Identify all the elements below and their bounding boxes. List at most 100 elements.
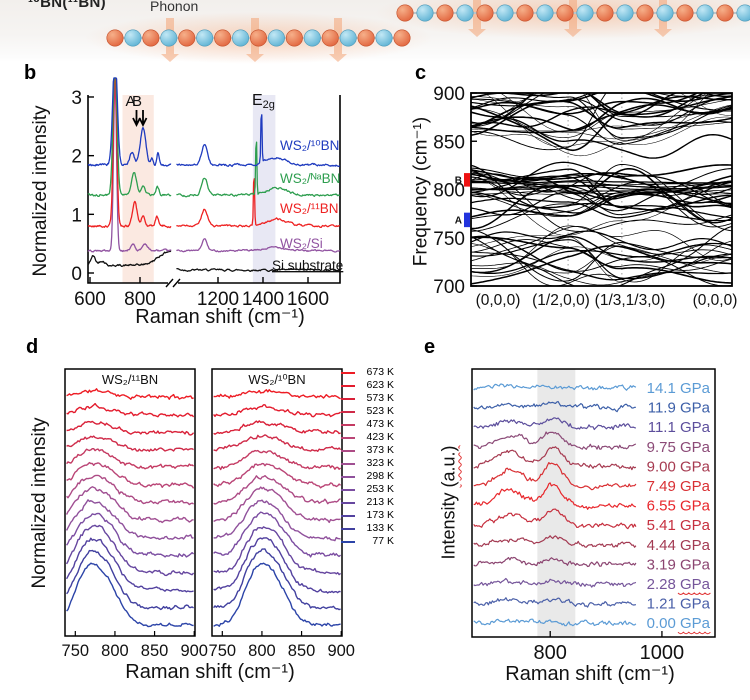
kpath-label: (1/3,1/3,0) (595, 292, 666, 309)
phonon-band (471, 230, 732, 251)
tick-label: 750 (433, 229, 465, 250)
phonon-band (471, 235, 732, 286)
shaded-band (537, 369, 576, 637)
phonon-label: Phonon (150, 0, 199, 14)
phonon-band (471, 93, 732, 125)
shaded-band (252, 95, 276, 283)
legend-row: 473 K (341, 418, 394, 431)
orange-atom (676, 4, 694, 22)
legend-temperature-label: 423 K (366, 431, 394, 443)
blue-atom (416, 4, 434, 22)
blue-atom (196, 29, 214, 47)
orange-atom (516, 4, 534, 22)
legend-temperature-label: 623 K (366, 379, 394, 391)
kpath-label: (1/2,0,0) (532, 292, 590, 309)
panel-b-xlabel: Raman shift (cm⁻¹) (135, 306, 305, 328)
blue-atom (656, 4, 674, 22)
kpath-label: (0,0,0) (693, 292, 738, 309)
orange-atom (636, 4, 654, 22)
legend-line-swatch (341, 371, 355, 374)
temperature-legend: 673 K 623 K 573 K 523 K 473 K 423 K 373 K 323 K… (341, 366, 394, 548)
temperature-curve-573 K (66, 420, 194, 436)
legend-line-swatch (341, 501, 355, 504)
orange-atom (436, 4, 454, 22)
pressure-label: 9.00 GPa (647, 458, 711, 475)
blue-atom (696, 4, 714, 22)
phonon-band (471, 93, 732, 139)
axis-frame (211, 368, 343, 637)
pressure-curve-7.49 (473, 461, 637, 491)
blue-atom (496, 4, 514, 22)
legend-line-swatch (341, 475, 355, 478)
tick-label: 700 (433, 277, 465, 298)
phonon-band (471, 181, 732, 219)
phonon-band (471, 181, 732, 190)
phonon-band (471, 164, 732, 181)
phonon-band (471, 245, 732, 285)
marker-label: A (455, 215, 462, 226)
legend-row: 253 K (341, 483, 394, 496)
phonon-band (499, 93, 732, 140)
legend-line-swatch (341, 384, 355, 387)
phonon-band (471, 96, 732, 130)
spellcheck-wavy-underline (677, 592, 711, 595)
tick-label: 800 (433, 181, 465, 202)
pressure-label: 1.21 GPa (647, 596, 711, 613)
orange-atom (716, 4, 734, 22)
peak-b-label: B (132, 93, 142, 110)
legend-row: 523 K (341, 405, 394, 418)
temperature-curve-673 K (66, 388, 194, 400)
temperature-curve-323 K (213, 486, 341, 524)
phonon-band (471, 164, 732, 224)
pressure-curve-0.00 (473, 618, 637, 627)
phonon-band (471, 93, 732, 129)
spectrum-WS₂/¹¹BN (176, 178, 341, 229)
phonon-band (471, 185, 732, 191)
pressure-label: 11.9 GPa (648, 400, 711, 417)
spectrum-WS₂/Si (87, 79, 172, 253)
tick-label: 850 (141, 642, 169, 660)
curve-label: Si substrate (272, 258, 343, 273)
panel-b-plot: 0 1 2 3 600 800 1200 1400 1600 AB E2g WS₂/¹⁰BN WS₂/ᴺ… (71, 77, 343, 310)
pressure-curve-6.55 (473, 482, 637, 510)
spectra-group (66, 388, 194, 628)
peak-a-label: A (125, 93, 135, 110)
phonon-band (471, 229, 732, 282)
legend-row: 173 K (341, 509, 394, 522)
blue-atom (576, 4, 594, 22)
tick-label: 1 (71, 205, 82, 226)
kpath-label: (0,0,0) (476, 292, 521, 309)
temperature-curve-423 K (213, 462, 341, 489)
tick-label: 850 (433, 132, 465, 153)
axis-break-mark (165, 278, 174, 288)
orange-atom (106, 29, 124, 47)
phonon-band (471, 104, 732, 152)
pressure-label: 11.1 GPa (648, 419, 711, 436)
temperature-curve-373 K (213, 474, 341, 505)
pressure-label: 3.19 GPa (647, 556, 711, 573)
pressure-curve-4.44 (473, 535, 637, 548)
marker-bar (464, 212, 470, 228)
marker-label: B (455, 175, 462, 186)
legend-temperature-label: 523 K (366, 405, 394, 417)
subpanel-title: WS₂/¹¹BN (102, 372, 158, 387)
pressure-curve-9.75 (473, 431, 637, 450)
orange-atom (321, 29, 339, 47)
pressure-curve-14.1 (473, 383, 637, 391)
temperature-curve-253 K (66, 512, 194, 558)
blue-atom (232, 29, 250, 47)
spectrum-WS₂/¹⁰BN (87, 77, 172, 167)
temperature-curve-213 K (213, 526, 341, 576)
tick-label: 750 (62, 642, 90, 660)
curve-label: WS₂/¹⁰BN (280, 138, 339, 153)
legend-row: 373 K (341, 444, 394, 457)
panel-e-xlabel: Raman shift (cm⁻¹) (505, 663, 675, 685)
blue-atom (616, 4, 634, 22)
phonon-band (471, 235, 732, 282)
legend-temperature-label: 253 K (366, 483, 394, 495)
blue-atom (375, 29, 393, 47)
blue-atom (160, 29, 178, 47)
tick-label: 600 (74, 289, 106, 310)
tick-label: 800 (248, 642, 276, 660)
spectrum-WS₂/ᴺᵃBN (87, 77, 172, 198)
